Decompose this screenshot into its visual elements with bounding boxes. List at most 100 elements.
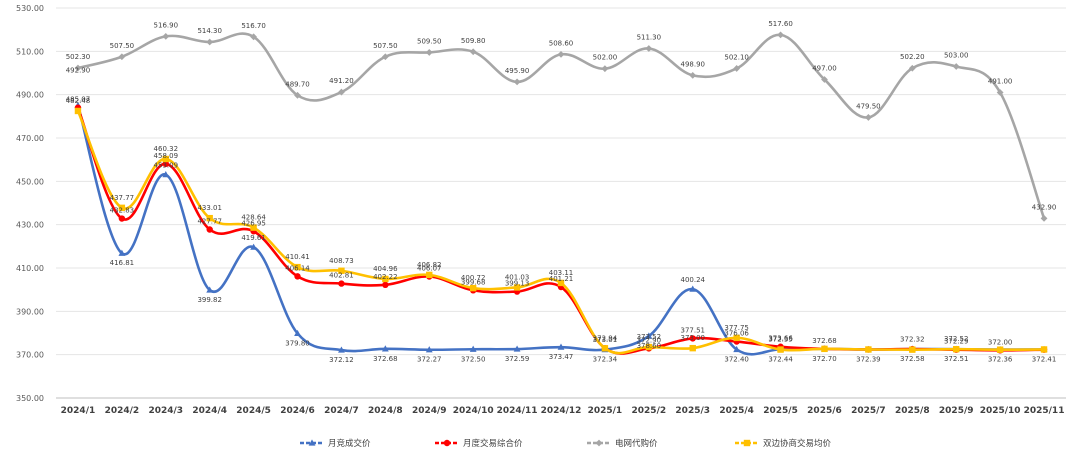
- x-tick-label: 2025/6: [807, 406, 842, 416]
- x-tick-label: 2025/8: [895, 406, 930, 416]
- data-label: 399.13: [505, 280, 530, 288]
- data-point: [469, 48, 477, 56]
- x-tick-label: 2024/3: [148, 406, 183, 416]
- data-label: 507.50: [373, 42, 398, 50]
- data-point: [469, 345, 477, 352]
- data-label: 416.81: [110, 259, 135, 267]
- data-point: [338, 88, 345, 96]
- data-label: 495.90: [505, 67, 530, 75]
- data-label: 372.44: [768, 355, 793, 363]
- data-point: [777, 31, 784, 39]
- data-label: 419.61: [241, 234, 266, 242]
- data-point: [1040, 346, 1048, 353]
- data-point: [250, 243, 258, 250]
- data-point: [250, 224, 257, 231]
- y-tick-label: 470.00: [16, 134, 44, 143]
- data-label: 511.30: [637, 34, 662, 42]
- x-tick-label: 2024/4: [192, 406, 227, 416]
- data-point: [162, 160, 169, 168]
- data-point: [425, 346, 433, 353]
- data-label: 433.01: [197, 204, 222, 212]
- legend-label: 月度交易综合价: [463, 438, 523, 449]
- data-label: 372.68: [812, 337, 837, 345]
- data-point: [118, 53, 126, 61]
- data-label: 458.09: [154, 152, 179, 160]
- data-label: 372.51: [944, 355, 969, 363]
- data-label: 378.60: [637, 342, 662, 350]
- data-label: 372.00: [988, 338, 1013, 346]
- data-label: 428.64: [241, 214, 266, 222]
- data-label: 498.90: [680, 60, 705, 68]
- data-label: 400.24: [680, 276, 705, 284]
- data-point: [645, 45, 653, 52]
- data-label: 485.07: [66, 95, 91, 103]
- data-point: [601, 65, 609, 73]
- data-label: 400.72: [461, 274, 486, 282]
- series-3: [74, 107, 1048, 355]
- data-label: 399.82: [197, 296, 222, 304]
- data-label: 372.40: [724, 355, 749, 363]
- data-label: 479.50: [856, 102, 881, 110]
- x-tick-label: 2024/2: [105, 406, 140, 416]
- data-label: 427.77: [197, 217, 222, 225]
- legend-item-2: 电网代购价: [587, 438, 658, 449]
- data-point: [952, 63, 960, 70]
- data-label: 372.50: [461, 355, 486, 363]
- data-label: 372.29: [944, 338, 969, 346]
- legend-label: 电网代购价: [615, 438, 658, 449]
- data-point: [162, 155, 169, 163]
- y-tick-label: 490.00: [16, 91, 44, 100]
- data-label: 491.00: [988, 78, 1013, 86]
- x-tick-label: 2024/7: [324, 406, 359, 416]
- data-label: 401.21: [549, 275, 574, 283]
- data-label: 373.66: [768, 335, 793, 343]
- data-label: 372.27: [417, 356, 442, 364]
- data-point: [294, 91, 301, 99]
- data-label: 497.00: [812, 65, 837, 73]
- data-label: 403.11: [549, 269, 574, 277]
- data-point: [338, 280, 345, 287]
- data-label: 372.70: [812, 355, 837, 363]
- data-point: [557, 279, 565, 287]
- data-label: 516.70: [241, 22, 266, 30]
- data-point: [294, 263, 301, 271]
- data-point: [381, 53, 389, 61]
- data-label: 517.60: [768, 20, 793, 28]
- data-label: 503.00: [944, 52, 969, 60]
- data-point: [250, 33, 258, 41]
- data-label: 402.81: [329, 272, 354, 280]
- data-point: [381, 345, 389, 352]
- data-point: [601, 345, 609, 352]
- x-tick-label: 2025/11: [1024, 406, 1065, 416]
- data-point: [865, 346, 872, 353]
- data-point: [425, 49, 433, 56]
- x-tick-label: 2024/6: [280, 406, 315, 416]
- data-label: 379.80: [285, 339, 310, 347]
- data-point: [513, 78, 521, 86]
- x-tick-label: 2025/4: [719, 406, 754, 416]
- x-tick-label: 2024/5: [236, 406, 271, 416]
- x-tick-label: 2024/9: [412, 406, 447, 416]
- data-point: [118, 249, 126, 256]
- data-label: 502.20: [900, 53, 925, 61]
- data-point: [733, 345, 741, 353]
- data-label: 432.90: [1032, 203, 1057, 211]
- data-label: 426.95: [241, 219, 266, 227]
- x-tick-label: 2024/12: [541, 406, 582, 416]
- data-point: [338, 267, 345, 274]
- x-tick-label: 2025/10: [980, 406, 1021, 416]
- x-tick-label: 2025/3: [675, 406, 710, 416]
- data-label: 508.60: [549, 39, 574, 47]
- data-point: [1040, 214, 1048, 222]
- data-label: 372.12: [329, 356, 354, 364]
- data-point: [206, 286, 214, 293]
- y-tick-label: 350.00: [16, 394, 44, 403]
- data-label: 507.50: [110, 42, 135, 50]
- data-label: 502.10: [724, 53, 749, 61]
- data-point: [953, 346, 960, 353]
- data-label: 404.96: [373, 265, 398, 273]
- data-label: 372.59: [505, 355, 530, 363]
- data-point: [206, 214, 213, 222]
